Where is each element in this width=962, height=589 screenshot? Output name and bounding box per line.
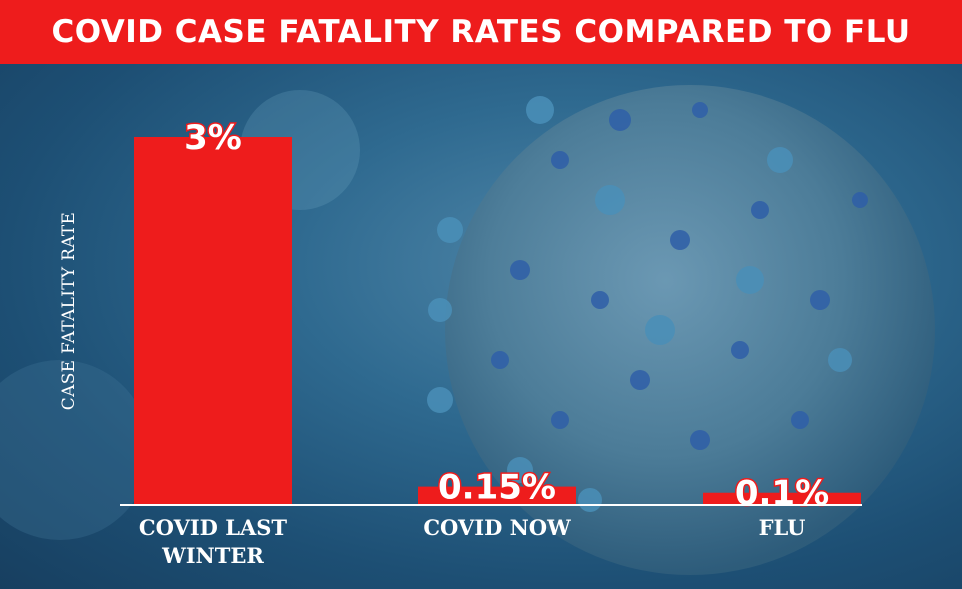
x-tick-label-0: COVID LAST WINTER <box>139 514 287 570</box>
x-tick-label-line: COVID NOW <box>423 515 571 540</box>
x-tick-label-line: WINTER <box>162 543 264 568</box>
data-label-0: 3% <box>184 118 242 158</box>
x-tick-label-1: COVID NOW <box>423 514 570 542</box>
chart-title: COVID CASE FATALITY RATES COMPARED TO FL… <box>51 14 911 50</box>
data-label-1: 0.15% <box>438 468 556 508</box>
x-tick-label-2: FLU <box>759 514 806 542</box>
bar-1 <box>418 486 576 505</box>
x-tick-label-line: COVID LAST <box>138 515 288 540</box>
x-tick-label-line: FLU <box>758 515 806 540</box>
title-banner: COVID CASE FATALITY RATES COMPARED TO FL… <box>0 0 962 64</box>
bar-2 <box>703 492 861 505</box>
data-label-2: 0.1% <box>735 474 829 514</box>
bar-0 <box>134 137 292 505</box>
